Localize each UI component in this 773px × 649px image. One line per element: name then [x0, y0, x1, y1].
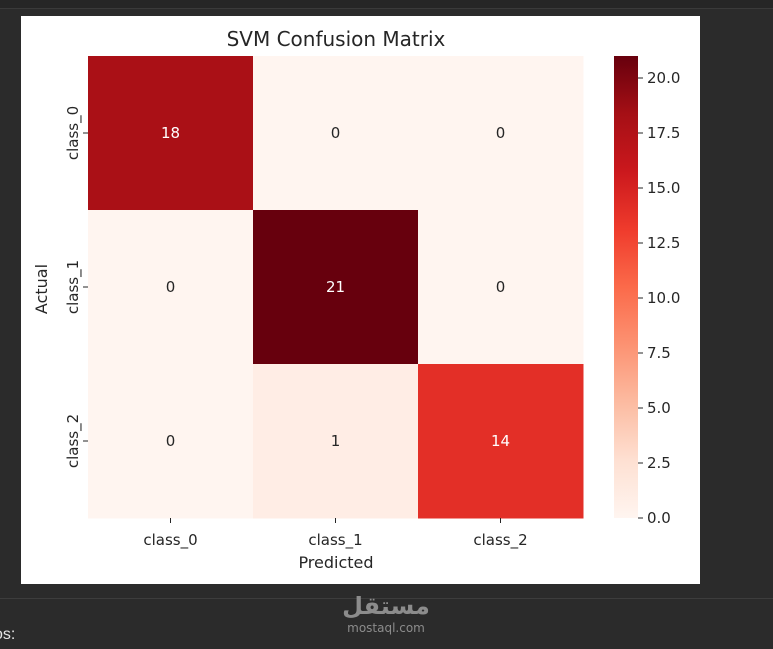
- top-border: [0, 0, 773, 9]
- heatmap-cell: [418, 364, 584, 519]
- heatmap-cell: [88, 210, 254, 365]
- colorbar-ticks: 0.0 2.5 5.0 7.5 10.0 12.5 15.0 17.5 20.0: [638, 69, 680, 527]
- x-tick-label: class_1: [308, 531, 362, 550]
- y-tick-label: class_2: [64, 414, 83, 468]
- x-axis-label: Predicted: [298, 553, 373, 572]
- colorbar-tick-label: 10.0: [647, 289, 680, 307]
- x-tick-label: class_2: [473, 531, 527, 550]
- colorbar-tick-label: 2.5: [647, 454, 671, 472]
- watermark-site-text: mostaql.com: [347, 621, 425, 635]
- cell-value-label: 0: [166, 432, 176, 450]
- chart-figure: SVM Confusion Matrix 18 0 0 0 21 0 0 1 14 class_…: [21, 16, 700, 584]
- colorbar-tick-label: 0.0: [647, 509, 671, 527]
- heatmap-cells: [88, 56, 584, 519]
- heatmap-cell: [253, 56, 419, 211]
- cell-value-label: 0: [496, 124, 506, 142]
- colorbar-tick-label: 15.0: [647, 179, 680, 197]
- x-tick-label: class_0: [143, 531, 197, 550]
- mostaql-watermark: مستقل mostaql.com: [311, 591, 461, 635]
- cell-value-label: 18: [161, 124, 180, 142]
- cell-value-label: 0: [166, 278, 176, 296]
- colorbar: [614, 56, 638, 518]
- cell-value-label: 0: [331, 124, 341, 142]
- watermark-logo-text: مستقل: [342, 592, 430, 620]
- cell-value-label: 0: [496, 278, 506, 296]
- cell-value-label: 21: [326, 278, 345, 296]
- heatmap-cell: [88, 364, 254, 519]
- heatmap-cell: [253, 210, 419, 365]
- colorbar-tick-label: 17.5: [647, 124, 680, 142]
- cell-value-label: 14: [491, 432, 510, 450]
- y-axis-label: Actual: [32, 264, 51, 314]
- y-axis-ticks: class_0 class_1 class_2: [64, 106, 88, 468]
- partial-footer-text: os:: [0, 626, 16, 643]
- heatmap-cell: [88, 56, 254, 211]
- chart-title: SVM Confusion Matrix: [227, 27, 446, 51]
- x-axis-ticks: class_0 class_1 class_2: [143, 518, 528, 550]
- heatmap-cell: [418, 56, 584, 211]
- y-tick-label: class_1: [64, 260, 83, 314]
- colorbar-tick-label: 12.5: [647, 234, 680, 252]
- heatmap-cell: [418, 210, 584, 365]
- divider-line: [0, 598, 773, 599]
- heatmap-cell: [253, 364, 419, 519]
- colorbar-tick-label: 20.0: [647, 69, 680, 87]
- heatmap-cell-labels: 18 0 0 0 21 0 0 1 14: [161, 124, 510, 450]
- cell-value-label: 1: [331, 432, 341, 450]
- y-tick-label: class_0: [64, 106, 83, 160]
- confusion-matrix-chart: SVM Confusion Matrix 18 0 0 0 21 0 0 1 14 class_…: [32, 27, 680, 572]
- colorbar-tick-label: 5.0: [647, 399, 671, 417]
- colorbar-tick-label: 7.5: [647, 344, 671, 362]
